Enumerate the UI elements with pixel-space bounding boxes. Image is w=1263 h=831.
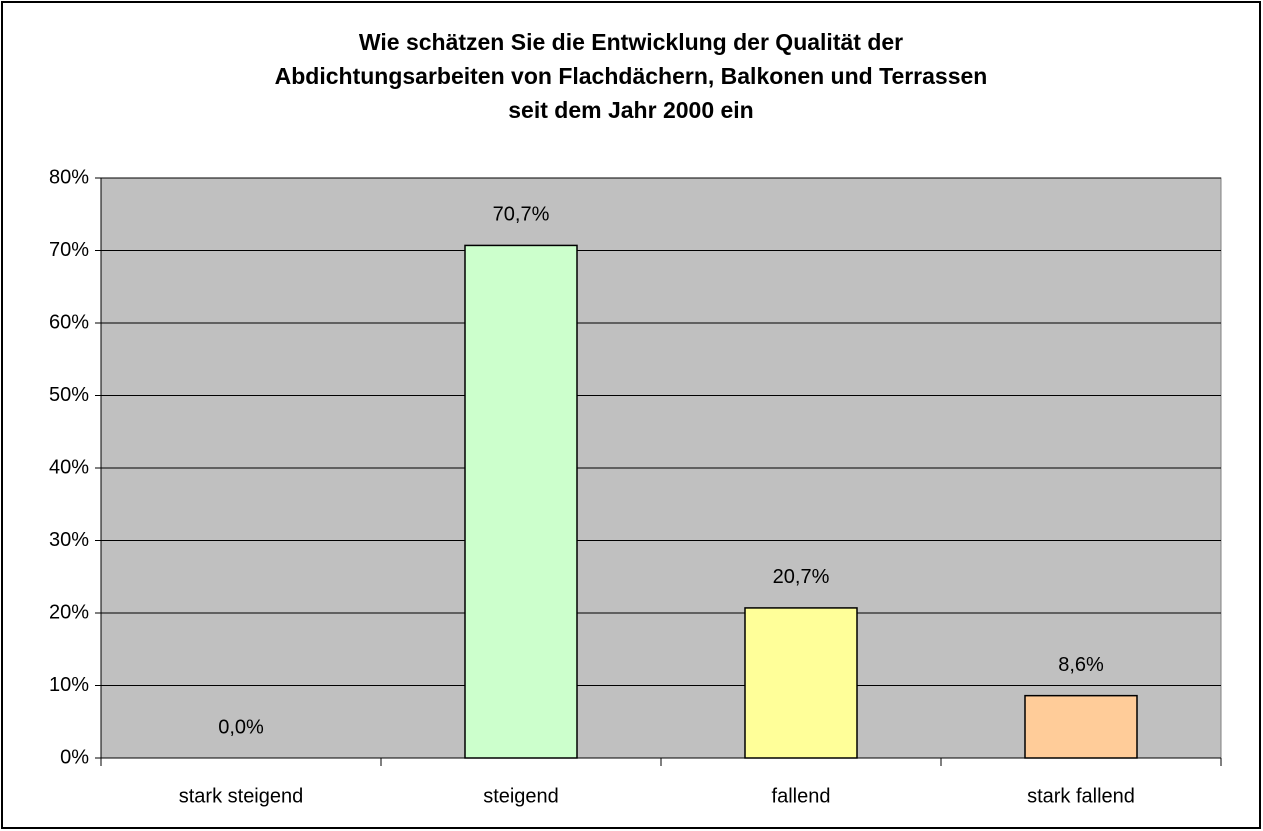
data-label: 20,7% <box>773 566 830 588</box>
bar <box>464 244 578 759</box>
y-tick-label: 60% <box>49 311 89 333</box>
bar <box>744 607 858 759</box>
y-tick-label: 20% <box>49 601 89 623</box>
x-tick-label: steigend <box>483 785 559 807</box>
data-label: 70,7% <box>493 204 550 226</box>
chart-title: seit dem Jahr 2000 ein <box>508 97 753 123</box>
data-label: 0,0% <box>218 716 264 738</box>
y-tick-label: 70% <box>49 239 89 261</box>
x-tick-label: fallend <box>772 785 831 807</box>
chart-title: Abdichtungsarbeiten von Flachdächern, Ba… <box>275 63 988 89</box>
data-label: 8,6% <box>1058 654 1104 676</box>
y-tick-label: 0% <box>60 746 89 768</box>
y-tick-label: 40% <box>49 456 89 478</box>
chart-title: Wie schätzen Sie die Entwicklung der Qua… <box>359 29 903 55</box>
y-tick-label: 30% <box>49 529 89 551</box>
y-tick-label: 10% <box>49 674 89 696</box>
x-tick-label: stark steigend <box>179 785 304 807</box>
y-tick-label: 50% <box>49 384 89 406</box>
bar <box>1024 694 1138 759</box>
x-tick-label: stark fallend <box>1027 785 1135 807</box>
y-tick-label: 80% <box>49 166 89 188</box>
